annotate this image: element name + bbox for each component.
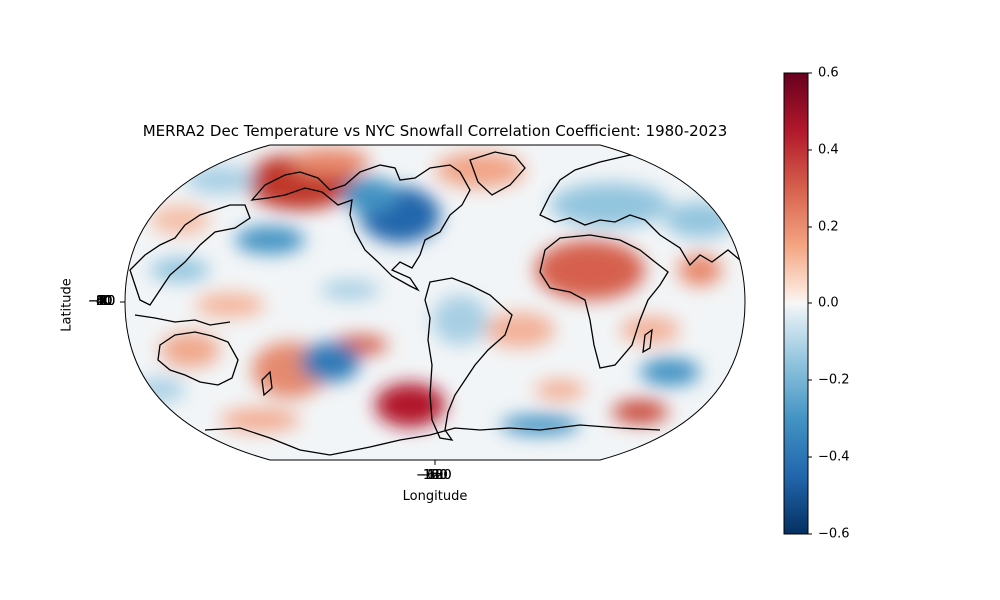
colorbar-tick-label: −0.2 xyxy=(818,372,850,388)
coastline-greenland xyxy=(469,151,526,196)
coastlines xyxy=(129,151,743,456)
x-tick-label: 0 xyxy=(431,468,440,483)
y-tick-label: 80 xyxy=(96,294,113,309)
x-tick-label: 180 xyxy=(423,468,448,483)
coastline-north-america xyxy=(250,164,471,292)
y-tick-label: −60 xyxy=(88,294,116,309)
colorbar-tick-label: 0.0 xyxy=(818,295,839,311)
colorbar-tick-label: −0.4 xyxy=(818,449,850,465)
x-tick-label: −180 xyxy=(416,468,452,483)
coastline-australia xyxy=(157,331,239,386)
y-tick-label: 60 xyxy=(96,294,113,309)
coastline-madagascar xyxy=(642,328,653,354)
x-tick-label: −60 xyxy=(420,468,448,483)
y-axis-label: Latitude xyxy=(59,278,75,332)
colorbar-tick-label: −0.6 xyxy=(818,526,850,542)
coastline-antarctica xyxy=(204,424,661,456)
map-boundary xyxy=(124,144,746,461)
coastline-east-asia xyxy=(129,204,251,306)
y-tick-label: 40 xyxy=(96,294,113,309)
y-tick-label: 0 xyxy=(102,294,111,309)
y-tick-label: −40 xyxy=(88,294,116,309)
colorbar-tick-label: 0.6 xyxy=(818,65,839,81)
colorbar-tick-label: 0.2 xyxy=(818,219,839,235)
coastline-indonesia xyxy=(134,314,231,326)
y-tick-label: −80 xyxy=(88,294,116,309)
x-axis-label: Longitude xyxy=(402,489,468,504)
coastline-eurasia xyxy=(539,154,743,267)
coastline-south-america xyxy=(424,277,513,441)
correlation-field xyxy=(125,145,745,460)
colorbar-tick-marks xyxy=(808,72,812,535)
y-tick-label: 20 xyxy=(96,294,113,309)
colorbar xyxy=(783,72,809,535)
coastline-new-zealand xyxy=(261,370,273,397)
x-tick-label: −120 xyxy=(416,468,452,483)
y-tick-label: −20 xyxy=(88,294,116,309)
coastline-africa xyxy=(539,234,669,369)
x-tick-label: 120 xyxy=(423,468,448,483)
map-title: MERRA2 Dec Temperature vs NYC Snowfall C… xyxy=(142,122,728,140)
x-tick-label: 60 xyxy=(427,468,444,483)
colorbar-tick-label: 0.4 xyxy=(818,142,839,158)
